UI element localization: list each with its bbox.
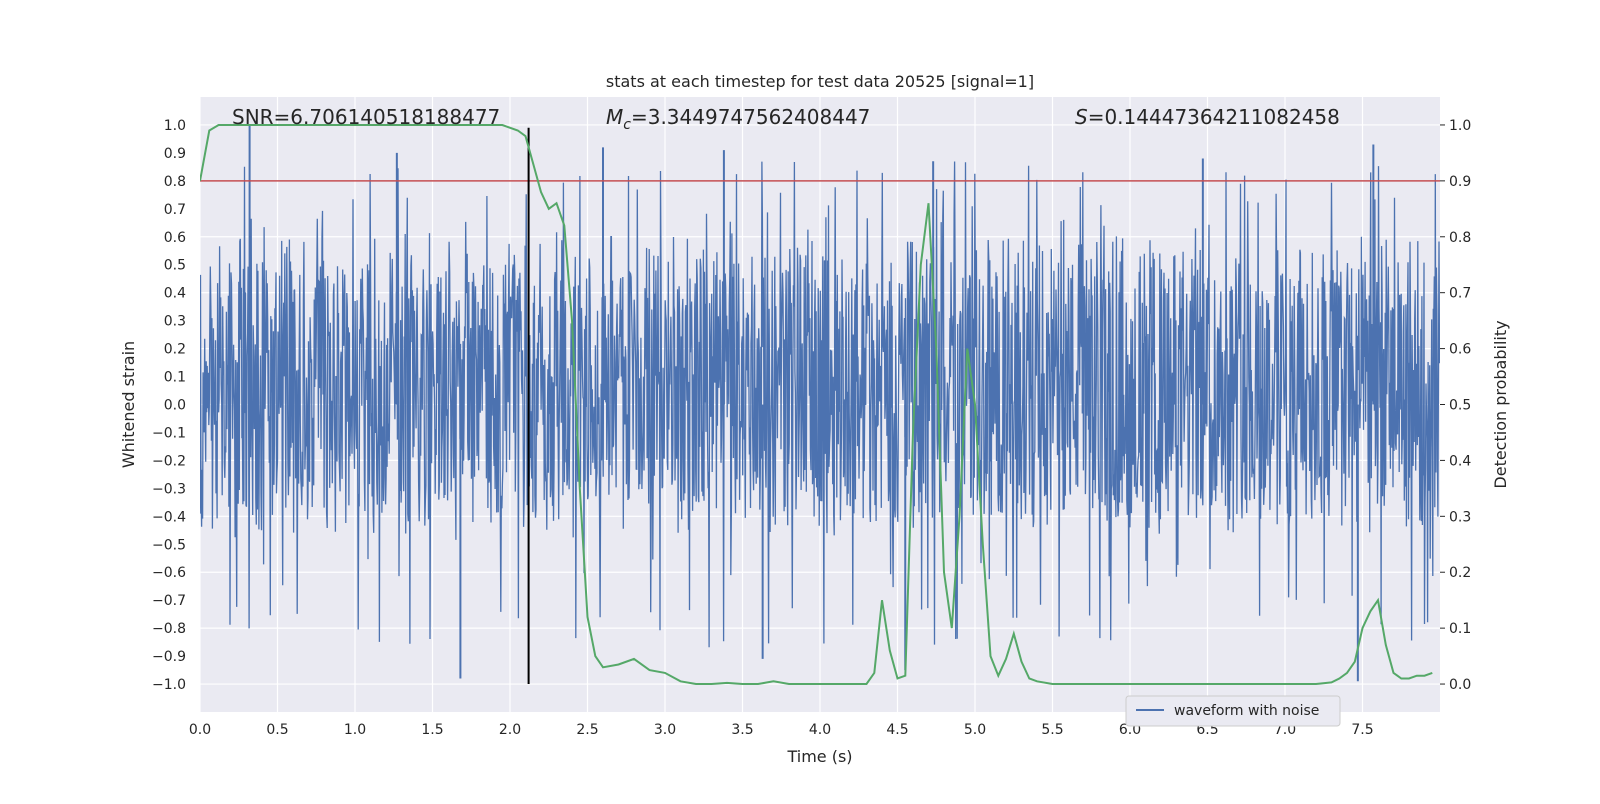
y-left-tick-label: −0.5	[152, 537, 186, 553]
y-right-tick-label: 0.8	[1449, 230, 1471, 246]
y-axis-label-left: Whitened strain	[119, 341, 138, 468]
y-right-tick-label: 1.0	[1449, 118, 1471, 134]
x-tick-label: 2.5	[576, 722, 598, 738]
x-tick-label: 1.5	[421, 722, 443, 738]
y-left-tick-label: 0.3	[164, 314, 186, 330]
s-value: =0.14447364211082458	[1088, 105, 1340, 129]
x-tick-label: 4.5	[886, 722, 908, 738]
y-left-tick-label: −0.7	[152, 593, 186, 609]
y-right-tick-label: 0.7	[1449, 286, 1471, 302]
chirp-mass-subscript: c	[623, 117, 631, 133]
y-left-tick-label: 0.7	[164, 202, 186, 218]
y-left-tick-label: 0.0	[164, 398, 186, 414]
y-right-tick-label: 0.9	[1449, 174, 1471, 190]
y-right-tick-label: 0.1	[1449, 621, 1471, 637]
y-right-tick-label: 0.5	[1449, 398, 1471, 414]
y-right-tick-label: 0.6	[1449, 342, 1471, 358]
chirp-mass-annotation: Mc=3.3449747562408447	[606, 105, 870, 133]
x-tick-label: 2.0	[499, 722, 521, 738]
x-axis-label: Time (s)	[786, 747, 852, 766]
y-left-tick-label: 0.1	[164, 370, 186, 386]
detection-probability-line	[200, 124, 1433, 685]
y-left-tick-label: −0.2	[152, 453, 186, 469]
legend-label-waveform: waveform with noise	[1174, 703, 1319, 719]
y-right-tick-label: 0.2	[1449, 565, 1471, 581]
x-tick-label: 4.0	[809, 722, 831, 738]
y-left-tick-label: 0.9	[164, 146, 186, 162]
legend-box	[1125, 695, 1341, 727]
y-axis-label-right: Detection probability	[1491, 320, 1510, 488]
data-layer	[200, 124, 1440, 685]
y-right-tick-label: 0.3	[1449, 509, 1471, 525]
y-left-tick-label: 0.8	[164, 174, 186, 190]
legend: waveform with noise	[1125, 695, 1341, 727]
y-left-tick-label: 0.4	[164, 286, 186, 302]
y-right-tick-label: 0.0	[1449, 677, 1471, 693]
y-left-tick-label: −0.6	[152, 565, 186, 581]
waveform-line	[200, 161, 1440, 648]
x-tick-label: 0.0	[189, 722, 211, 738]
x-tick-label: 5.5	[1041, 722, 1063, 738]
x-tick-label: 5.0	[964, 722, 986, 738]
snr-annotation: SNR=6.706140518188477	[232, 105, 500, 129]
y-left-tick-label: −0.4	[152, 509, 186, 525]
chart-title: stats at each timestep for test data 205…	[606, 72, 1034, 91]
y-left-tick-label: 0.2	[164, 342, 186, 358]
y-left-tick-label: 0.5	[164, 258, 186, 274]
s-symbol: S	[1075, 105, 1088, 129]
chirp-mass-symbol: M	[606, 105, 623, 129]
y-right-tick-label: 0.4	[1449, 453, 1471, 469]
x-tick-label: 3.0	[654, 722, 676, 738]
y-left-tick-label: −1.0	[152, 677, 186, 693]
y-left-tick-label: −0.1	[152, 425, 186, 441]
chirp-mass-value: =3.3449747562408447	[631, 105, 870, 129]
axes: 0.0 0.5 1.0 1.5 2.0 2.5 3.0 3.5 4.0 4.5 5.0 5.5 6.0 6…	[152, 118, 1471, 738]
x-tick-label: 0.5	[266, 722, 288, 738]
x-tick-label: 7.5	[1351, 722, 1373, 738]
s-annotation: S=0.14447364211082458	[1075, 105, 1340, 129]
y-left-tick-label: 1.0	[164, 118, 186, 134]
x-tick-label: 1.0	[344, 722, 366, 738]
y-left-tick-label: −0.8	[152, 621, 186, 637]
y-left-tick-label: −0.9	[152, 649, 186, 665]
y-left-tick-label: −0.3	[152, 481, 186, 497]
x-tick-label: 3.5	[731, 722, 753, 738]
y-left-tick-label: 0.6	[164, 230, 186, 246]
